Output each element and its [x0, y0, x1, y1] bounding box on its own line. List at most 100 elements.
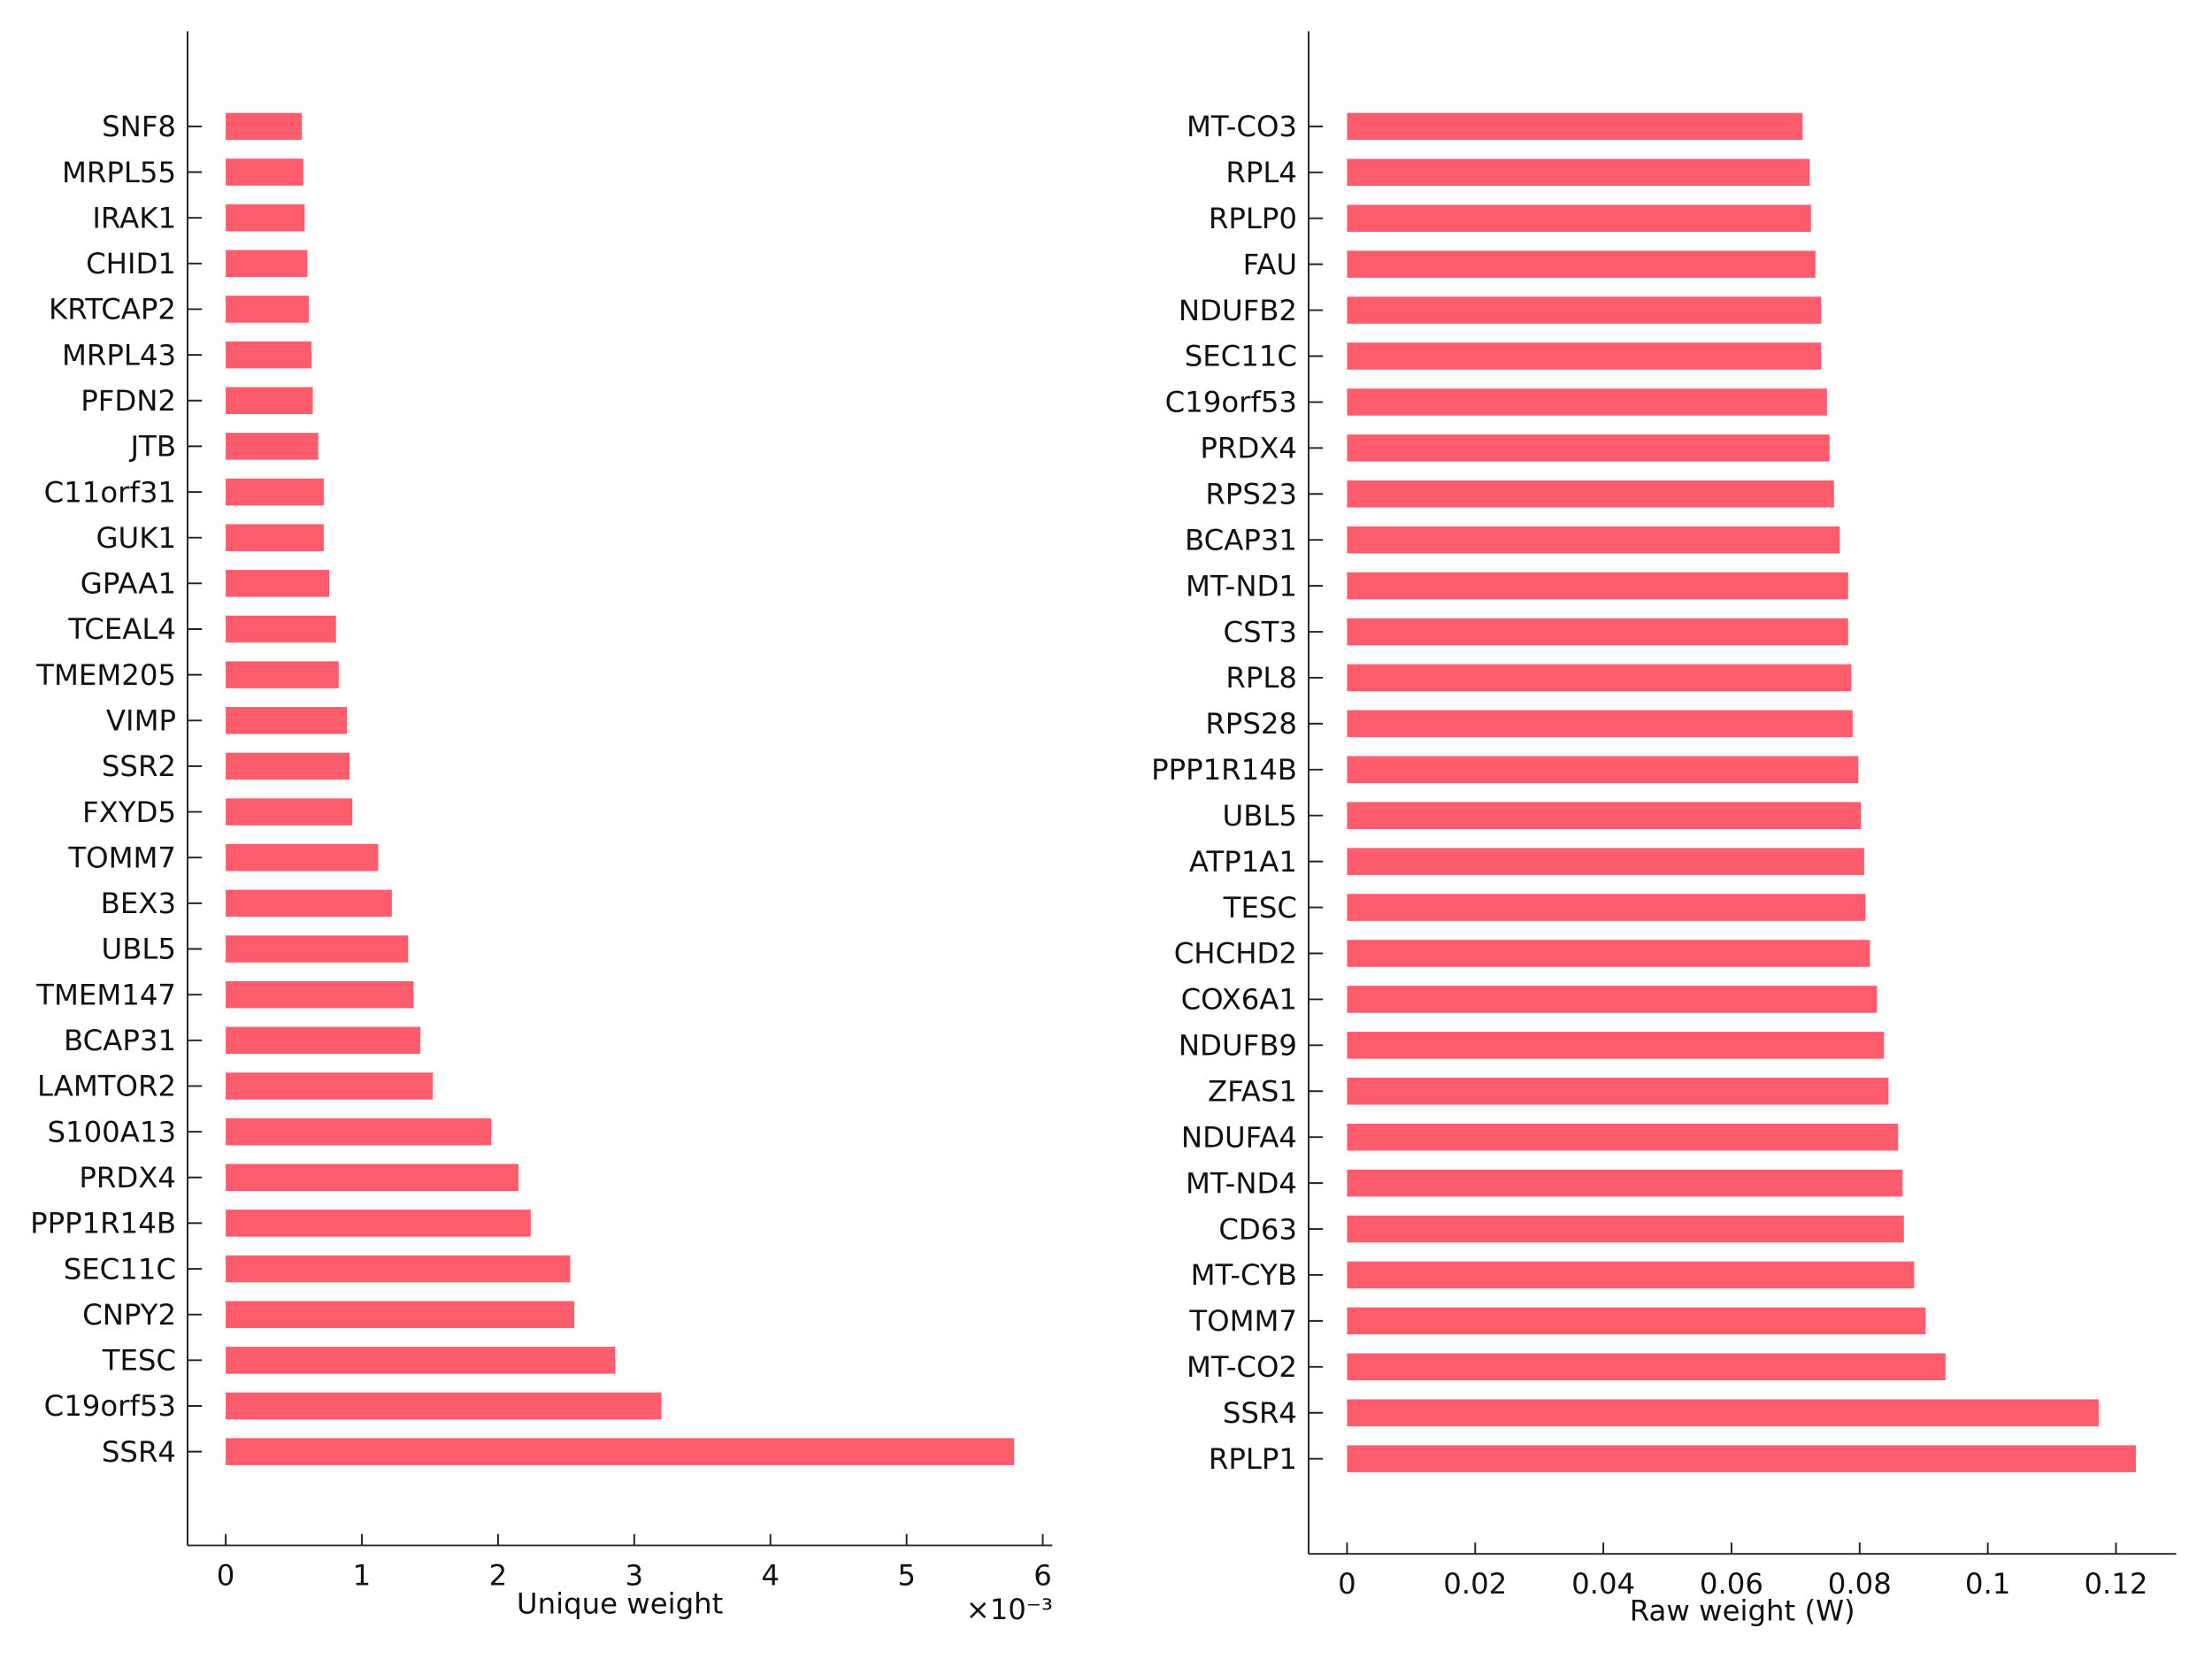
bar [226, 524, 324, 551]
x-tick-label: 0.12 [2084, 1567, 2147, 1601]
bar [1347, 1169, 1903, 1197]
x-tick-label: 0.06 [1700, 1567, 1763, 1601]
y-tick-label: CST3 [1224, 615, 1297, 649]
x-tick-label: 4 [761, 1559, 780, 1593]
y-tick-label: TOMM7 [67, 841, 176, 875]
y-tick-label: FXYD5 [82, 795, 176, 829]
bar [226, 1392, 662, 1420]
bar [226, 1347, 616, 1374]
y-tick-label: PPP1R14B [30, 1207, 176, 1240]
bar [1347, 1032, 1885, 1059]
bar [226, 341, 312, 369]
y-tick-label: CNPY2 [82, 1298, 176, 1332]
y-tick-label: TESC [1223, 891, 1297, 925]
bar [226, 387, 313, 415]
bar [226, 752, 350, 780]
bar [226, 478, 324, 506]
y-tick-label: C11orf31 [44, 475, 176, 509]
y-tick-label: NDUFA4 [1181, 1121, 1297, 1155]
bar [226, 889, 392, 918]
y-tick-label: CHCHD2 [1174, 937, 1297, 971]
bar [1347, 1399, 2099, 1426]
bar [1347, 1353, 1946, 1381]
y-tick-label: TMEM205 [35, 658, 176, 692]
bar [1347, 940, 1870, 967]
bar [1347, 526, 1840, 554]
y-tick-label: CD63 [1218, 1212, 1297, 1246]
y-tick-label: IRAK1 [92, 202, 176, 235]
y-tick-label: ATP1A1 [1189, 845, 1297, 879]
y-tick-label: COX6A1 [1181, 983, 1297, 1017]
y-tick-label: TCEAL4 [67, 612, 176, 646]
bar [1347, 250, 1816, 278]
bar [1347, 894, 1866, 921]
y-tick-label: MT-CYB [1191, 1258, 1297, 1292]
bar [1347, 158, 1810, 187]
x-tick-label: 3 [626, 1559, 644, 1593]
y-tick-label: PFDN2 [81, 384, 176, 418]
bar [226, 935, 409, 963]
bar [226, 980, 414, 1009]
bar [226, 707, 348, 734]
bar [226, 615, 336, 643]
y-tick-label: NDUFB9 [1179, 1029, 1297, 1063]
bar [1347, 388, 1827, 416]
bar [226, 1210, 531, 1237]
x-tick-label: 1 [353, 1559, 372, 1593]
x-tick-label: 0 [217, 1559, 235, 1593]
y-tick-label: PRDX4 [79, 1161, 176, 1194]
bar [226, 158, 303, 186]
bar [1347, 802, 1862, 829]
y-tick-label: UBL5 [102, 933, 176, 966]
y-tick-label: S100A13 [47, 1115, 176, 1148]
y-tick-label: RPL4 [1225, 156, 1297, 189]
bar [226, 1072, 434, 1100]
x-tick-label: 0.1 [1965, 1567, 2010, 1601]
y-tick-label: MRPL43 [62, 338, 176, 372]
bar [226, 1164, 518, 1191]
bar [1347, 1261, 1915, 1289]
bar [1347, 572, 1848, 600]
y-tick-label: GUK1 [96, 521, 176, 555]
x-tick-label: 0.02 [1443, 1567, 1507, 1601]
y-tick-label: PRDX4 [1200, 432, 1297, 465]
y-tick-label: SEC11C [64, 1252, 176, 1286]
y-tick-label: SSR4 [1223, 1396, 1297, 1430]
y-tick-label: KRTCAP2 [49, 293, 176, 326]
bar [1347, 296, 1822, 324]
bar [226, 1118, 492, 1146]
y-tick-label: UBL5 [1223, 799, 1297, 833]
y-tick-label: MT-CO3 [1187, 110, 1297, 143]
y-tick-label: GPAA1 [81, 567, 176, 601]
bar [1347, 204, 1811, 232]
x-tick-label: 2 [489, 1559, 508, 1593]
y-tick-label: SSR2 [102, 749, 176, 783]
y-tick-label: TMEM147 [35, 979, 176, 1012]
bar [1347, 1123, 1899, 1151]
bar [226, 433, 319, 460]
bar [226, 661, 339, 688]
y-tick-label: NDUFB2 [1179, 294, 1297, 327]
y-tick-label: TOMM7 [1188, 1304, 1297, 1338]
bar [226, 250, 308, 278]
x-tick-label: 0.08 [1828, 1567, 1892, 1601]
x-axis-multiplier: ×10⁻³ [966, 1593, 1053, 1626]
bar [226, 112, 303, 141]
bar [1347, 756, 1859, 784]
bar [226, 1438, 1015, 1465]
bar [1347, 618, 1848, 646]
bar [226, 1301, 575, 1328]
x-tick-label: 5 [897, 1559, 916, 1593]
y-tick-label: C19orf53 [1165, 386, 1297, 419]
x-tick-label: 0.04 [1571, 1567, 1635, 1601]
y-tick-label: CHID1 [86, 247, 176, 280]
bar [1347, 664, 1852, 692]
x-axis-label: Raw weight (W) [1630, 1594, 1855, 1628]
y-tick-label: MT-CO2 [1187, 1350, 1297, 1384]
y-tick-label: PPP1R14B [1151, 753, 1297, 787]
bar [226, 798, 353, 826]
y-tick-label: SSR4 [102, 1435, 176, 1469]
bar [1347, 986, 1878, 1013]
y-tick-label: TESC [102, 1344, 176, 1378]
y-tick-label: RPLP0 [1209, 202, 1297, 235]
